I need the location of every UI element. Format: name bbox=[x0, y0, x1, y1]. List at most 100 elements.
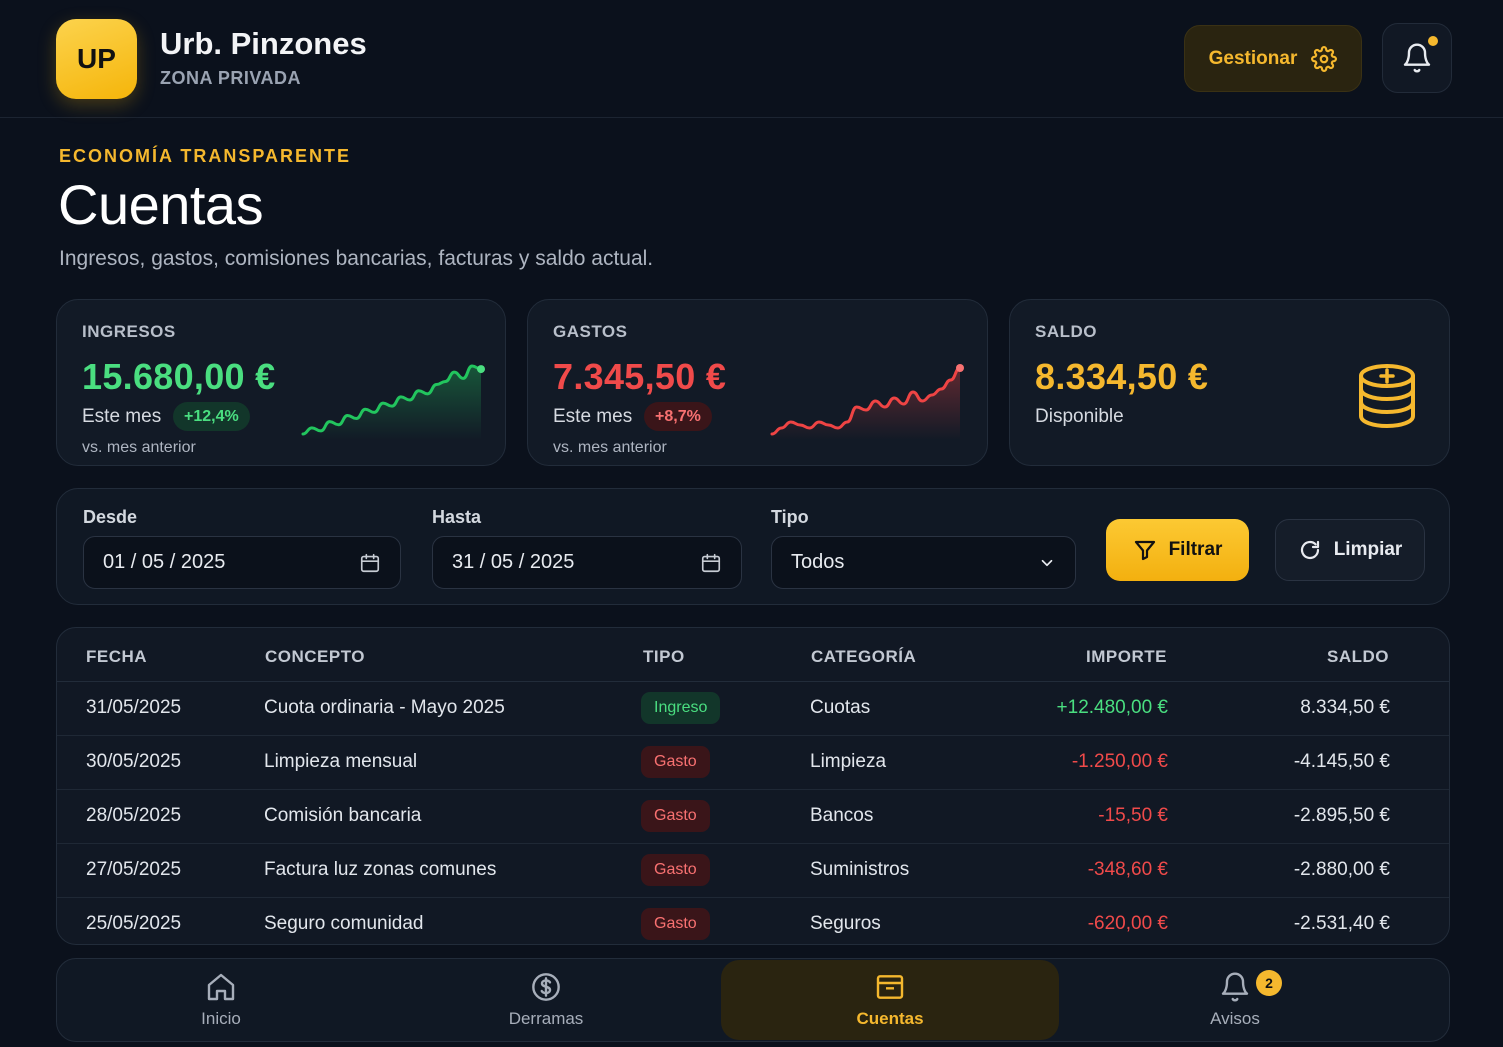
filter-button-label: Filtrar bbox=[1168, 539, 1223, 560]
nav-item-cuentas[interactable]: Cuentas bbox=[721, 960, 1059, 1040]
app-logo[interactable]: UP bbox=[56, 19, 137, 99]
row-date: 30/05/2025 bbox=[86, 751, 182, 772]
bell-icon bbox=[1403, 43, 1431, 73]
row-concept: Cuota ordinaria - Mayo 2025 bbox=[264, 697, 505, 718]
row-concept: Seguro comunidad bbox=[264, 913, 424, 934]
expenses-compare: vs. mes anterior bbox=[553, 439, 667, 456]
row-date: 31/05/2025 bbox=[86, 697, 182, 718]
type-select-value: Todos bbox=[791, 551, 845, 573]
manage-button[interactable]: Gestionar bbox=[1184, 25, 1362, 92]
expenses-sparkline bbox=[770, 364, 964, 440]
row-category: Limpieza bbox=[810, 751, 887, 772]
income-label: INGRESOS bbox=[82, 322, 176, 341]
page-description: Ingresos, gastos, comisiones bancarias, … bbox=[59, 247, 654, 270]
type-label: Tipo bbox=[771, 507, 809, 527]
filter-icon bbox=[1134, 540, 1155, 561]
filters-panel: Desde 01 / 05 / 2025 Hasta 31 / 05 / 202… bbox=[56, 488, 1450, 605]
table-row[interactable]: 30/05/2025 Limpieza mensual Gasto Limpie… bbox=[57, 736, 1449, 790]
row-category: Cuotas bbox=[810, 697, 871, 718]
balance-value: 8.334,50 € bbox=[1035, 356, 1209, 397]
clear-button-label: Limpiar bbox=[1333, 539, 1403, 560]
row-balance: -2.880,00 € bbox=[1293, 859, 1390, 880]
row-category: Seguros bbox=[810, 913, 881, 934]
row-type-badge: Gasto bbox=[641, 800, 710, 832]
header-category[interactable]: CATEGORÍA bbox=[811, 647, 917, 666]
page-title: Cuentas bbox=[58, 173, 264, 236]
row-balance: -2.531,40 € bbox=[1293, 913, 1390, 934]
balance-card[interactable]: SALDO 8.334,50 € Disponible bbox=[1009, 299, 1450, 466]
header-type[interactable]: TIPO bbox=[643, 647, 685, 666]
income-card[interactable]: INGRESOS 15.680,00 € Este mes +12,4% vs.… bbox=[56, 299, 506, 466]
from-date-input[interactable]: 01 / 05 / 2025 bbox=[83, 536, 401, 589]
income-change-badge: +12,4% bbox=[173, 402, 250, 431]
row-type-badge: Gasto bbox=[641, 746, 710, 778]
income-sparkline-area bbox=[303, 366, 481, 440]
expenses-sparkline-line bbox=[770, 366, 962, 436]
income-sparkline-end-point bbox=[477, 365, 485, 374]
page-eyebrow: ECONOMÍA TRANSPARENTE bbox=[59, 146, 352, 166]
chevron-down-icon bbox=[1041, 559, 1053, 566]
row-balance: -2.895,50 € bbox=[1293, 805, 1390, 826]
row-type-badge: Gasto bbox=[641, 908, 710, 940]
expenses-card[interactable]: GASTOS 7.345,50 € Este mes +8,7% vs. mes… bbox=[527, 299, 988, 466]
gear-icon bbox=[1311, 45, 1338, 72]
nav-item-label: Inicio bbox=[201, 1009, 241, 1028]
row-amount: -348,60 € bbox=[1087, 859, 1168, 880]
expenses-change-badge: +8,7% bbox=[644, 402, 712, 431]
type-select[interactable]: Todos bbox=[771, 536, 1076, 589]
table-header: FECHA CONCEPTO TIPO CATEGORÍA IMPORTE SA… bbox=[57, 628, 1449, 682]
nav-item-derramas[interactable]: Derramas bbox=[385, 960, 707, 1040]
header-concept[interactable]: CONCEPTO bbox=[265, 647, 366, 666]
expenses-value: 7.345,50 € bbox=[553, 356, 727, 397]
clear-button[interactable]: Limpiar bbox=[1275, 519, 1425, 581]
coins-icon bbox=[1359, 364, 1415, 429]
row-type-badge: Gasto bbox=[641, 854, 710, 886]
table-row[interactable]: 31/05/2025 Cuota ordinaria - Mayo 2025 I… bbox=[57, 682, 1449, 736]
app-subtitle: ZONA PRIVADA bbox=[160, 68, 301, 88]
calendar-icon[interactable] bbox=[359, 552, 381, 574]
row-type-badge: Ingreso bbox=[641, 692, 721, 724]
row-amount: +12.480,00 € bbox=[1056, 697, 1168, 718]
bell-icon bbox=[1221, 972, 1249, 1002]
header-amount[interactable]: IMPORTE bbox=[1086, 647, 1167, 666]
row-date: 25/05/2025 bbox=[86, 913, 182, 934]
nav-item-inicio[interactable]: Inicio bbox=[57, 960, 385, 1040]
header-balance[interactable]: SALDO bbox=[1327, 647, 1389, 666]
row-date: 28/05/2025 bbox=[86, 805, 182, 826]
header-date[interactable]: FECHA bbox=[86, 647, 148, 666]
notifications-button[interactable] bbox=[1382, 23, 1452, 93]
to-date-value: 31 / 05 / 2025 bbox=[452, 551, 575, 573]
to-date-input[interactable]: 31 / 05 / 2025 bbox=[432, 536, 742, 589]
calendar-icon[interactable] bbox=[700, 552, 722, 574]
row-category: Bancos bbox=[810, 805, 874, 826]
avisos-count-badge: 2 bbox=[1256, 970, 1282, 996]
expenses-sparkline-end-point bbox=[956, 364, 964, 372]
balance-label: SALDO bbox=[1035, 322, 1097, 341]
expenses-period: Este mes bbox=[553, 406, 633, 427]
nav-item-avisos[interactable]: Avisos 2 bbox=[1073, 960, 1397, 1040]
table-row[interactable]: 28/05/2025 Comisión bancaria Gasto Banco… bbox=[57, 790, 1449, 844]
notification-dot bbox=[1428, 36, 1438, 46]
transactions-table: FECHA CONCEPTO TIPO CATEGORÍA IMPORTE SA… bbox=[56, 627, 1450, 945]
row-concept: Comisión bancaria bbox=[264, 805, 422, 826]
home-icon bbox=[207, 973, 235, 1001]
refresh-icon bbox=[1300, 540, 1319, 560]
dollar-circle-icon bbox=[532, 973, 560, 1001]
nav-item-label: Derramas bbox=[508, 1009, 584, 1028]
table-row[interactable]: 27/05/2025 Factura luz zonas comunes Gas… bbox=[57, 844, 1449, 898]
nav-item-label: Cuentas bbox=[856, 1009, 924, 1028]
row-concept: Factura luz zonas comunes bbox=[264, 859, 497, 880]
row-amount: -620,00 € bbox=[1087, 913, 1168, 934]
filter-button[interactable]: Filtrar bbox=[1106, 519, 1249, 581]
balance-caption: Disponible bbox=[1035, 406, 1124, 427]
app-name: Urb. Pinzones bbox=[160, 26, 367, 61]
to-label: Hasta bbox=[432, 507, 482, 527]
from-label: Desde bbox=[83, 507, 138, 527]
income-sparkline-line bbox=[301, 364, 483, 436]
income-period: Este mes bbox=[82, 406, 162, 427]
expenses-sparkline-area bbox=[772, 368, 960, 440]
archive-icon bbox=[876, 975, 904, 999]
table-row[interactable]: 25/05/2025 Seguro comunidad Gasto Seguro… bbox=[57, 898, 1449, 944]
top-bar: UP Urb. Pinzones ZONA PRIVADA Gestionar bbox=[0, 0, 1503, 118]
row-amount: -15,50 € bbox=[1098, 805, 1168, 826]
